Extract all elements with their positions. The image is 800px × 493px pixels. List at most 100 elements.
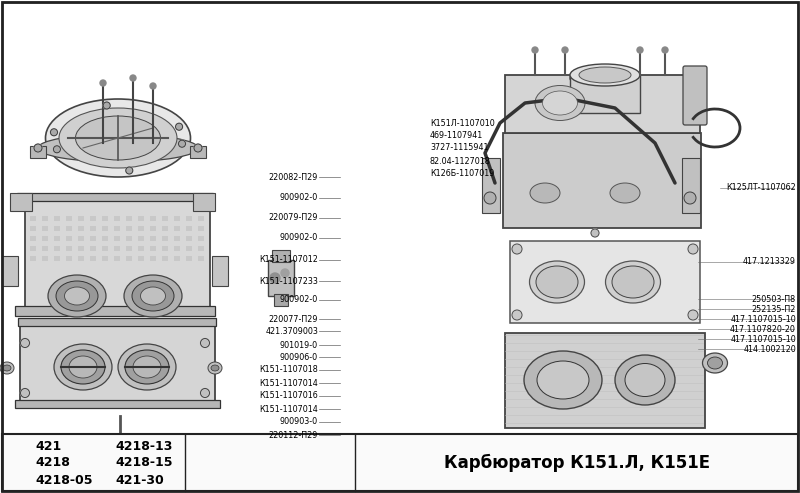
Text: 900906-0: 900906-0 bbox=[280, 352, 318, 361]
Bar bbox=[66, 256, 72, 261]
Circle shape bbox=[688, 244, 698, 254]
Ellipse shape bbox=[610, 183, 640, 203]
Bar bbox=[30, 146, 46, 158]
Ellipse shape bbox=[133, 356, 161, 378]
Text: 4218: 4218 bbox=[35, 457, 70, 469]
Bar bbox=[150, 216, 156, 221]
Circle shape bbox=[21, 388, 30, 397]
Bar bbox=[138, 246, 144, 251]
FancyBboxPatch shape bbox=[683, 66, 707, 125]
Bar bbox=[162, 226, 168, 231]
Ellipse shape bbox=[579, 67, 631, 83]
Circle shape bbox=[512, 244, 522, 254]
Bar bbox=[30, 226, 36, 231]
Ellipse shape bbox=[38, 134, 198, 162]
Bar bbox=[90, 236, 96, 241]
Circle shape bbox=[532, 47, 538, 53]
Bar bbox=[162, 216, 168, 221]
Text: 421.3709003: 421.3709003 bbox=[265, 326, 318, 336]
Text: 220082-П29: 220082-П29 bbox=[269, 173, 318, 181]
Bar bbox=[162, 246, 168, 251]
Bar bbox=[42, 256, 48, 261]
Bar bbox=[174, 236, 180, 241]
Bar bbox=[90, 216, 96, 221]
Text: К151-1107233: К151-1107233 bbox=[259, 277, 318, 285]
Bar bbox=[505, 75, 700, 133]
Ellipse shape bbox=[118, 344, 176, 390]
Text: 414.1002120: 414.1002120 bbox=[743, 345, 796, 353]
Bar bbox=[102, 246, 108, 251]
Bar bbox=[126, 246, 132, 251]
Ellipse shape bbox=[141, 287, 166, 305]
Text: 417.1213329: 417.1213329 bbox=[743, 257, 796, 267]
Bar bbox=[2, 2, 798, 436]
Text: К126Б-1107019: К126Б-1107019 bbox=[430, 169, 494, 177]
Bar bbox=[162, 236, 168, 241]
Bar bbox=[18, 318, 216, 326]
Circle shape bbox=[54, 146, 61, 153]
Bar bbox=[198, 256, 204, 261]
Bar bbox=[114, 256, 120, 261]
Text: 417.1107015-10: 417.1107015-10 bbox=[730, 334, 796, 344]
Bar bbox=[126, 216, 132, 221]
Text: 900902-0: 900902-0 bbox=[280, 295, 318, 305]
Ellipse shape bbox=[570, 64, 640, 86]
Bar bbox=[126, 226, 132, 231]
Ellipse shape bbox=[59, 108, 177, 168]
Text: К151Л-1107010: К151Л-1107010 bbox=[430, 118, 494, 128]
Bar bbox=[114, 236, 120, 241]
Ellipse shape bbox=[612, 266, 654, 298]
Text: 4218-15: 4218-15 bbox=[115, 457, 173, 469]
Bar bbox=[66, 216, 72, 221]
Ellipse shape bbox=[56, 281, 98, 311]
Bar bbox=[272, 250, 290, 262]
Bar bbox=[126, 236, 132, 241]
Text: 220079-П29: 220079-П29 bbox=[269, 213, 318, 222]
Circle shape bbox=[21, 339, 30, 348]
Text: 250503-П8: 250503-П8 bbox=[752, 294, 796, 304]
Circle shape bbox=[201, 388, 210, 397]
Ellipse shape bbox=[0, 362, 14, 374]
Circle shape bbox=[150, 83, 156, 89]
Ellipse shape bbox=[524, 351, 602, 409]
Bar bbox=[190, 146, 206, 158]
Bar bbox=[212, 256, 228, 286]
Text: К151-1107012: К151-1107012 bbox=[259, 255, 318, 265]
Circle shape bbox=[126, 167, 133, 174]
FancyBboxPatch shape bbox=[25, 198, 210, 313]
Circle shape bbox=[562, 47, 568, 53]
Bar bbox=[138, 216, 144, 221]
Text: 220112-П29: 220112-П29 bbox=[269, 430, 318, 439]
Bar bbox=[102, 236, 108, 241]
Circle shape bbox=[194, 144, 202, 152]
Bar bbox=[268, 260, 294, 296]
Bar bbox=[114, 246, 120, 251]
Ellipse shape bbox=[46, 99, 190, 177]
Bar bbox=[78, 216, 84, 221]
Circle shape bbox=[591, 229, 599, 237]
Bar bbox=[54, 226, 60, 231]
Bar bbox=[66, 246, 72, 251]
Bar bbox=[54, 256, 60, 261]
Bar bbox=[54, 246, 60, 251]
Text: 417.1107820-20: 417.1107820-20 bbox=[730, 324, 796, 333]
Bar bbox=[10, 193, 32, 211]
Bar bbox=[503, 133, 701, 228]
Bar bbox=[102, 256, 108, 261]
Bar bbox=[274, 294, 288, 306]
Bar bbox=[102, 216, 108, 221]
Circle shape bbox=[484, 192, 496, 204]
Bar bbox=[90, 246, 96, 251]
Circle shape bbox=[103, 102, 110, 109]
Ellipse shape bbox=[124, 275, 182, 317]
Bar bbox=[198, 246, 204, 251]
Ellipse shape bbox=[542, 91, 578, 115]
Bar bbox=[30, 246, 36, 251]
Circle shape bbox=[130, 75, 136, 81]
Bar bbox=[42, 246, 48, 251]
Text: 901019-0: 901019-0 bbox=[280, 341, 318, 350]
Ellipse shape bbox=[570, 66, 640, 90]
Ellipse shape bbox=[69, 356, 97, 378]
Text: Карбюратор К151.Л, К151Е: Карбюратор К151.Л, К151Е bbox=[444, 454, 710, 472]
Bar bbox=[15, 306, 215, 316]
